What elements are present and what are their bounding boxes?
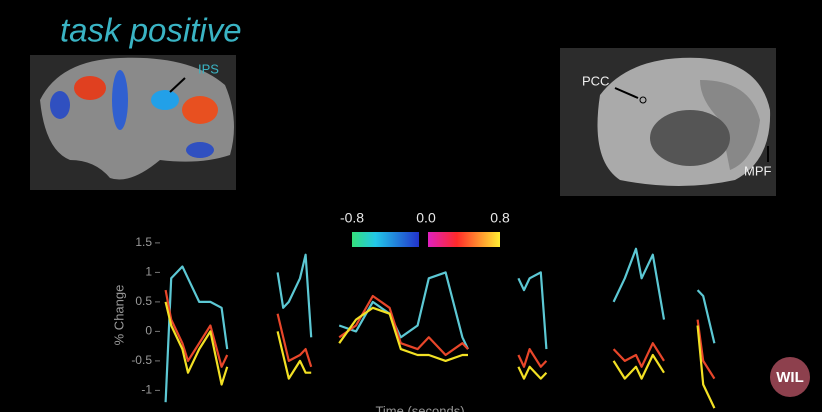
- right-brain-image: [560, 48, 776, 196]
- left-brain-image: [30, 55, 236, 190]
- y-tick-label: -1: [141, 383, 152, 397]
- region-label: IPS: [198, 61, 219, 76]
- logo: WIL: [770, 357, 810, 397]
- colorbar-positive: [428, 232, 500, 247]
- y-tick-label: 1: [145, 265, 152, 279]
- region-label: PCC: [582, 73, 609, 88]
- logo-text: WIL: [776, 369, 804, 386]
- panel-title: task positive: [60, 12, 242, 49]
- data-line: [164, 301, 716, 409]
- data-line: [164, 247, 716, 403]
- y-tick-label: 0: [145, 324, 152, 338]
- x-axis-label: Time (seconds): [375, 403, 464, 412]
- y-tick-label: 1.5: [135, 235, 152, 249]
- y-tick-label: -0.5: [131, 353, 152, 367]
- colorbar-tick-label: -0.8: [340, 210, 364, 226]
- data-line: [164, 289, 716, 380]
- y-tick-label: 0.5: [135, 294, 152, 308]
- colorbar-tick-label: 0.8: [490, 210, 510, 226]
- region-label: MPF: [744, 163, 772, 178]
- y-axis-label: % Change: [111, 285, 126, 346]
- colorbar-tick-label: 0.0: [416, 210, 436, 226]
- colorbar-negative: [352, 232, 419, 247]
